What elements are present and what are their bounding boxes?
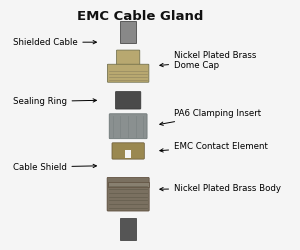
FancyBboxPatch shape — [109, 114, 147, 139]
Text: Shielded Cable: Shielded Cable — [13, 38, 96, 47]
Text: EMC Contact Element: EMC Contact Element — [160, 142, 268, 152]
Text: EMC Cable Gland: EMC Cable Gland — [77, 10, 204, 23]
FancyBboxPatch shape — [107, 178, 149, 211]
FancyBboxPatch shape — [116, 92, 141, 109]
FancyBboxPatch shape — [112, 143, 144, 159]
FancyBboxPatch shape — [116, 50, 140, 66]
FancyBboxPatch shape — [107, 64, 149, 82]
Text: PA6 Clamping Insert: PA6 Clamping Insert — [160, 110, 261, 125]
Text: Nickel Plated Brass
Dome Cap: Nickel Plated Brass Dome Cap — [160, 51, 256, 70]
Text: Nickel Plated Brass Body: Nickel Plated Brass Body — [160, 184, 281, 192]
Bar — [125, 150, 131, 158]
Bar — [121, 218, 136, 240]
Text: Sealing Ring: Sealing Ring — [13, 97, 96, 106]
FancyBboxPatch shape — [108, 182, 148, 188]
Bar — [120, 21, 136, 44]
Text: Cable Shield: Cable Shield — [13, 162, 96, 172]
